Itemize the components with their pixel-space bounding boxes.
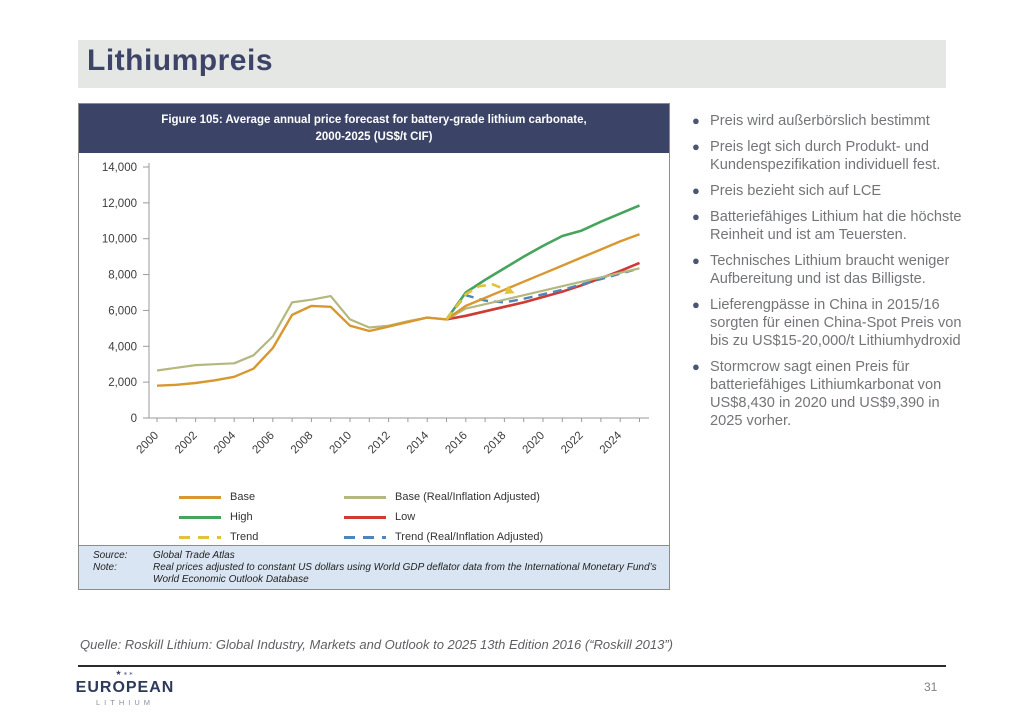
legend-item: Low — [344, 510, 415, 524]
european-lithium-logo: ★⁎⁎ EUROPEAN LITHIUM — [70, 670, 180, 707]
bullet-item: ● Technisches Lithium braucht weniger Auf… — [690, 252, 966, 288]
svg-text:2022: 2022 — [559, 430, 586, 457]
svg-text:2020: 2020 — [521, 430, 548, 457]
svg-text:2010: 2010 — [328, 430, 355, 457]
series-trend — [445, 283, 507, 321]
logo-name: EUROPEAN — [75, 679, 175, 696]
legend-swatch-icon — [179, 515, 221, 519]
legend-swatch-icon — [344, 495, 386, 499]
bullet-dot-icon: ● — [692, 139, 700, 154]
bullet-text: Preis wird außerbörslich bestimmt — [710, 113, 930, 129]
figure-title-line2: 2000-2025 (US$/t CIF) — [315, 130, 433, 143]
chart-panel: Figure 105: Average annual price forecas… — [78, 103, 670, 590]
figure-plot: 0 2,000 4,000 6,000 8,000 10,000 12,000 14,000 2… — [79, 153, 669, 483]
trend-arrow-icon — [504, 285, 515, 294]
chart-legend: Base Base (Real/Inflation Adjusted) High Lo… — [79, 483, 669, 545]
bullet-text: Preis legt sich durch Produkt- und Kunde… — [710, 139, 941, 173]
legend-item: Trend — [179, 530, 258, 544]
bullet-dot-icon: ● — [692, 253, 700, 268]
source-label: Source: — [93, 550, 128, 561]
bullet-item: ● Stormcrow sagt einen Preis für batterie… — [690, 358, 966, 430]
svg-text:14,000: 14,000 — [102, 162, 137, 174]
bullet-dot-icon: ● — [692, 113, 700, 128]
logo-stars-icon: ★⁎⁎ — [115, 670, 135, 677]
quelle-text: Quelle: Roskill Lithium: Global Industry… — [80, 637, 673, 652]
bullet-item: ● Lieferengpässe in China in 2015/16 sorg… — [690, 296, 966, 350]
bullet-dot-icon: ● — [692, 297, 700, 312]
bullet-item: ● Preis wird außerbörslich bestimmt — [690, 112, 966, 130]
figure-title-line1: Figure 105: Average annual price forecas… — [161, 113, 587, 126]
price-forecast-chart: 0 2,000 4,000 6,000 8,000 10,000 12,000 14,000 2… — [102, 162, 649, 457]
svg-text:2016: 2016 — [443, 430, 470, 457]
bullet-list: ● Preis wird außerbörslich bestimmt ● Preis… — [690, 112, 966, 438]
legend-item: Trend (Real/Inflation Adjusted) — [344, 530, 543, 544]
legend-swatch-icon — [344, 535, 386, 539]
svg-text:2002: 2002 — [173, 430, 200, 457]
svg-text:6,000: 6,000 — [108, 305, 137, 317]
logo-subname: LITHIUM — [96, 698, 154, 707]
bullet-dot-icon: ● — [692, 359, 700, 374]
footer-divider — [78, 665, 946, 667]
header-bar: Lithiumpreis — [78, 40, 946, 88]
series-trend-real-inflation-adjusted — [445, 267, 640, 321]
bullet-text: Lieferengpässe in China in 2015/16 sorgt… — [710, 297, 962, 349]
legend-item: High — [179, 510, 253, 524]
series-base — [156, 233, 640, 387]
svg-text:2006: 2006 — [250, 430, 277, 457]
legend-item: Base (Real/Inflation Adjusted) — [344, 490, 540, 504]
legend-label: Base — [230, 491, 256, 503]
legend-swatch-icon — [179, 495, 221, 499]
legend-item: Base — [179, 490, 255, 504]
svg-text:12,000: 12,000 — [102, 198, 137, 210]
legend-swatch-icon — [344, 515, 386, 519]
svg-text:2014: 2014 — [405, 429, 432, 456]
legend-label: Base (Real/Inflation Adjusted) — [395, 491, 540, 503]
legend-swatch-icon — [179, 535, 221, 539]
page-title: Lithiumpreis — [87, 44, 274, 77]
svg-text:2018: 2018 — [482, 430, 509, 457]
svg-text:4,000: 4,000 — [108, 341, 137, 353]
bullet-text: Technisches Lithium braucht weniger Aufb… — [710, 253, 950, 287]
svg-text:2004: 2004 — [212, 429, 239, 456]
page-number: 31 — [924, 680, 938, 694]
legend-label: High — [230, 511, 253, 523]
bullet-text: Stormcrow sagt einen Preis für batterief… — [710, 359, 942, 429]
series-base-real-inflation-adjusted — [156, 267, 640, 372]
svg-text:2,000: 2,000 — [108, 377, 137, 389]
source-value: Global Trade Atlas — [153, 550, 235, 561]
bullet-item: ● Preis bezieht sich auf LCE — [690, 182, 966, 200]
figure-title: Figure 105: Average annual price forecas… — [79, 104, 669, 153]
svg-text:2012: 2012 — [366, 430, 393, 457]
svg-text:2024: 2024 — [598, 429, 625, 456]
figure-source-note: Source: Global Trade Atlas Note: Real pr… — [79, 545, 669, 589]
svg-text:2008: 2008 — [289, 430, 316, 457]
bullet-text: Preis bezieht sich auf LCE — [710, 183, 882, 199]
note-value: Real prices adjusted to constant US doll… — [153, 562, 657, 586]
legend-label: Trend (Real/Inflation Adjusted) — [395, 531, 544, 543]
svg-text:10,000: 10,000 — [102, 234, 137, 246]
svg-text:2000: 2000 — [135, 430, 162, 457]
bullet-dot-icon: ● — [692, 209, 700, 224]
legend-label: Trend — [230, 531, 259, 543]
legend-label: Low — [395, 511, 416, 523]
bullet-dot-icon: ● — [692, 183, 700, 198]
note-label: Note: — [93, 562, 117, 574]
bullet-item: ● Preis legt sich durch Produkt- und Kund… — [690, 138, 966, 174]
svg-text:0: 0 — [131, 413, 137, 425]
bullet-item: ● Batteriefähiges Lithium hat die höchste… — [690, 208, 966, 244]
svg-text:8,000: 8,000 — [108, 270, 137, 282]
series-high — [445, 204, 641, 321]
bullet-text: Batteriefähiges Lithium hat die höchste … — [710, 209, 962, 243]
